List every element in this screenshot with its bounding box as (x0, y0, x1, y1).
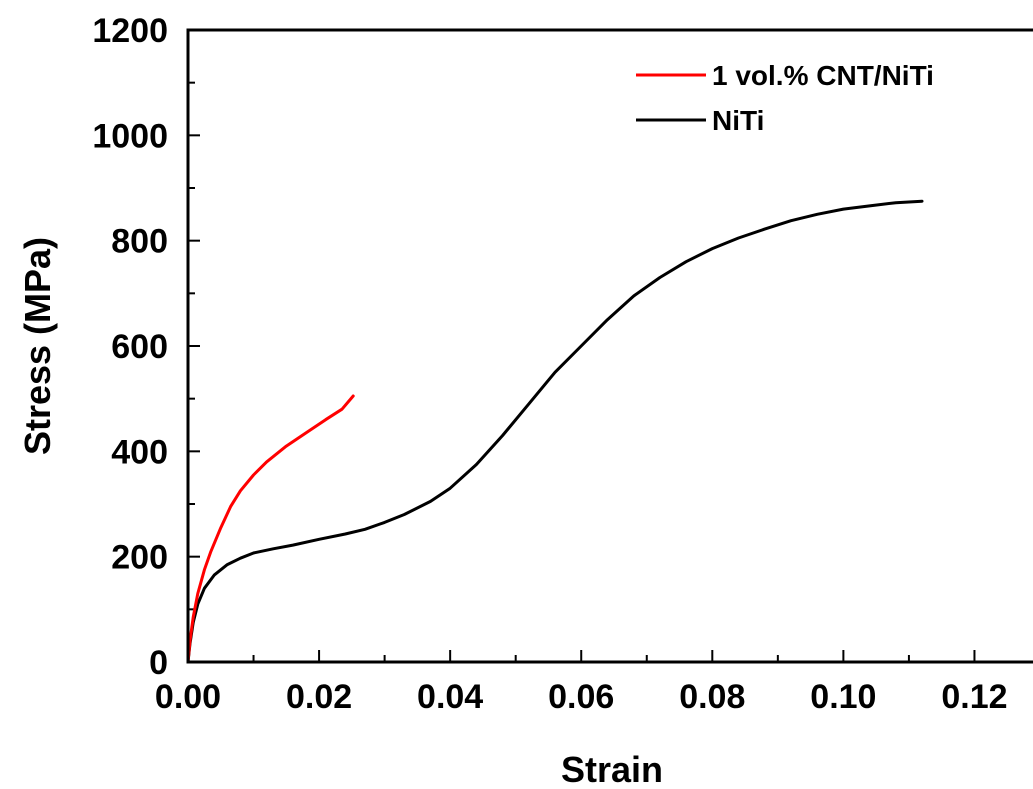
y-tick-label: 400 (111, 433, 168, 471)
y-tick-label: 1000 (92, 117, 168, 155)
y-tick-label: 200 (111, 539, 168, 577)
legend-label: NiTi (712, 105, 764, 136)
series-line-niti (186, 199, 924, 664)
x-axis-title: Strain (561, 749, 663, 789)
series-layer (186, 199, 924, 664)
y-axis-title: Stress (MPa) (17, 237, 58, 455)
x-tick-label: 0.10 (810, 678, 876, 716)
y-tick-label: 800 (111, 223, 168, 261)
series-line-1-vol-cnt-niti (186, 394, 355, 664)
y-tick-label: 0 (149, 644, 168, 682)
x-tick-label: 0.12 (941, 678, 1007, 716)
x-tick-label: 0.00 (155, 678, 221, 716)
y-tick-label: 1200 (92, 12, 168, 50)
legend: 1 vol.% CNT/NiTi NiTi (636, 60, 934, 136)
tick-labels: 0.00 0.02 0.04 0.06 0.08 0.10 0.12 0 200 400 600 80… (92, 12, 1007, 716)
x-tick-label: 0.04 (417, 678, 483, 716)
x-tick-label: 0.02 (286, 678, 352, 716)
legend-label: 1 vol.% CNT/NiTi (712, 60, 934, 91)
x-tick-label: 0.06 (548, 678, 614, 716)
axis-ticks (187, 29, 976, 663)
y-tick-label: 600 (111, 328, 168, 366)
x-tick-label: 0.08 (679, 678, 745, 716)
plot-frame (186, 28, 1033, 664)
